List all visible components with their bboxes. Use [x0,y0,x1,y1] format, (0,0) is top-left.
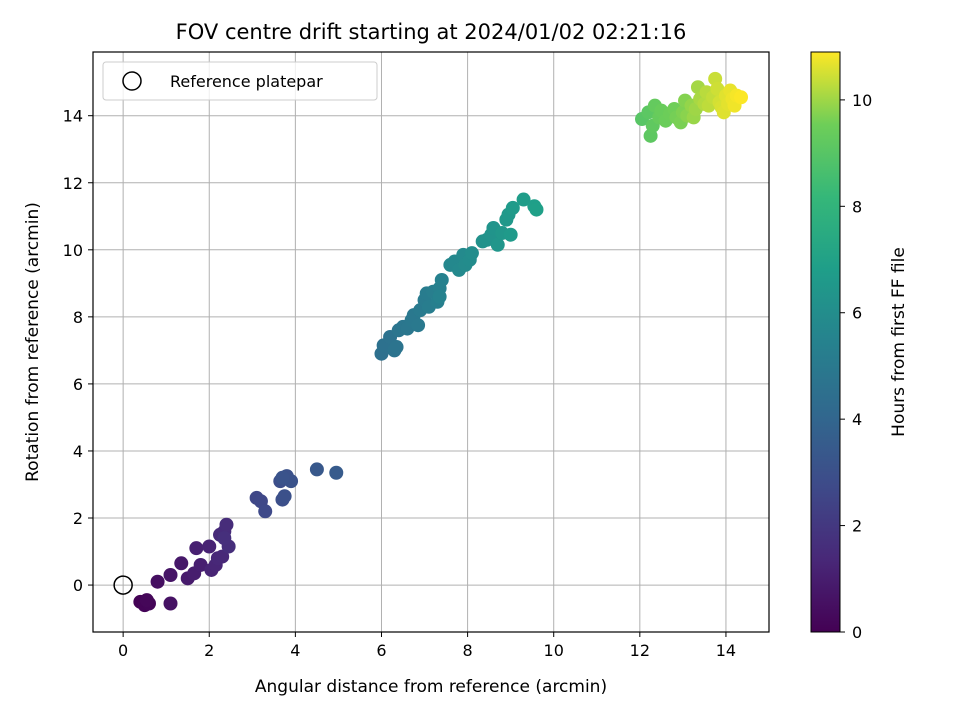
legend: Reference platepar [102,61,378,101]
data-point [275,470,290,485]
x-tick-label: 14 [716,641,736,660]
data-point [150,574,165,589]
legend-marker-reference [122,71,142,91]
colorbar-label: Hours from first FF file [889,247,909,437]
data-point [529,202,544,217]
data-point [277,489,292,504]
legend-box [102,61,378,101]
data-point [309,462,324,477]
x-tick-label: 2 [204,641,214,660]
data-point [389,340,404,355]
colorbar-tick-label: 2 [852,517,862,536]
data-point [490,237,505,252]
x-tick-label: 8 [463,641,473,660]
y-tick-label: 12 [63,174,83,193]
colorbar-tick-label: 10 [852,91,872,110]
y-tick-label: 0 [73,576,83,595]
x-tick-label: 10 [544,641,564,660]
data-point [516,192,531,207]
data-point [734,90,749,105]
data-point [505,200,520,215]
data-point [193,557,208,572]
data-points [133,71,749,613]
y-axis-label: Rotation from reference (arcmin) [23,202,43,482]
colorbar-ticks: 0 2 4 6 8 10 [840,91,872,642]
colorbar [810,51,841,633]
data-point [163,568,178,583]
data-point [215,549,230,564]
colorbar-tick-label: 6 [852,304,862,323]
x-tick-label: 6 [376,641,386,660]
data-point [329,465,344,480]
data-point [139,593,154,608]
data-point [464,246,479,261]
legend-label-reference: Reference platepar [170,72,323,91]
data-point [432,289,447,304]
data-point [258,504,273,519]
data-point [189,541,204,556]
x-axis-ticks: 0 2 4 6 8 10 12 14 [118,632,736,660]
y-tick-label: 10 [63,241,83,260]
data-point [411,318,426,333]
y-tick-label: 8 [73,308,83,327]
reference-marker [113,575,133,595]
data-point [503,227,518,242]
colorbar-tick-label: 8 [852,197,862,216]
y-tick-label: 6 [73,375,83,394]
x-tick-label: 0 [118,641,128,660]
x-axis-label: Angular distance from reference (arcmin) [255,677,607,697]
grid-lines [93,52,769,632]
x-tick-label: 12 [630,641,650,660]
data-point [174,556,189,571]
data-point [434,272,449,287]
y-tick-label: 14 [63,107,83,126]
x-tick-label: 4 [290,641,300,660]
data-point [217,531,232,546]
data-point [219,517,234,532]
colorbar-tick-label: 4 [852,410,862,429]
chart-title: FOV centre drift starting at 2024/01/02 … [176,20,687,44]
colorbar-tick-label: 0 [852,623,862,642]
data-point [163,596,178,611]
y-tick-label: 4 [73,442,83,461]
data-point [202,539,217,554]
y-tick-label: 2 [73,509,83,528]
plot-frame [92,51,770,633]
y-axis-ticks: 0 2 4 6 8 10 12 14 [63,107,93,595]
